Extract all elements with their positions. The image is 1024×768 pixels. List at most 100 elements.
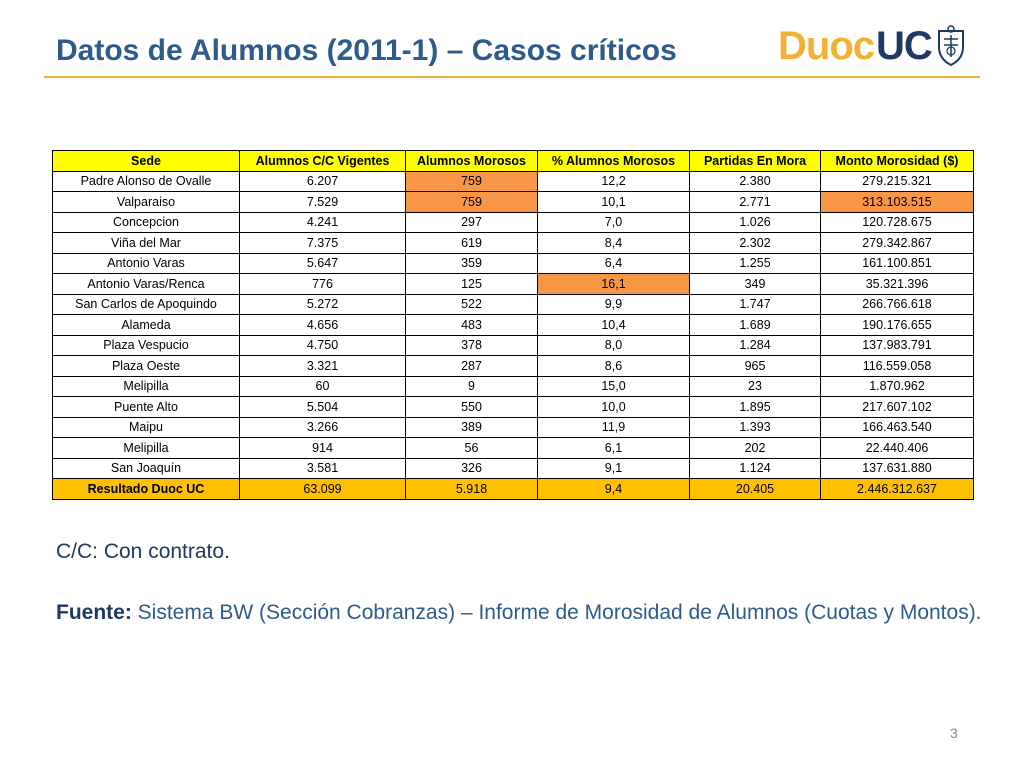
table-cell: 15,0 [537, 375, 690, 397]
table-cell: 550 [405, 396, 538, 418]
table-cell: 4.656 [239, 314, 406, 336]
table-cell: 359 [405, 252, 538, 274]
table-cell: 7,0 [537, 211, 690, 233]
table-cell: 297 [405, 211, 538, 233]
table-cell: 8,6 [537, 355, 690, 377]
table-cell: Maipu [52, 416, 240, 438]
total-row: Resultado Duoc UC 63.099 5.918 9,4 20.405 2.4… [52, 478, 974, 500]
table-cell: 266.766.618 [820, 293, 974, 315]
table-cell: 1.124 [689, 457, 821, 479]
table-cell: 10,0 [537, 396, 690, 418]
table-cell: 7.375 [239, 232, 406, 254]
table-cell: 279.342.867 [820, 232, 974, 254]
table-cell: 5.272 [239, 293, 406, 315]
table-cell: 137.631.880 [820, 457, 974, 479]
table-cell: 22.440.406 [820, 437, 974, 459]
table-cell: 12,2 [537, 170, 690, 192]
table-cell: 378 [405, 334, 538, 356]
table-cell: 2.771 [689, 191, 821, 213]
table-cell: 35.321.396 [820, 273, 974, 295]
table-row: Antonio Varas 5.647 359 6,4 1.255 161.100.851 [52, 252, 974, 274]
table-cell: 23 [689, 375, 821, 397]
table-cell: Viña del Mar [52, 232, 240, 254]
title-underline [44, 76, 980, 78]
source-text: Sistema BW (Sección Cobranzas) – Informe… [131, 601, 982, 624]
table-cell: 125 [405, 273, 538, 295]
table-cell: 6,4 [537, 252, 690, 274]
total-cell: 9,4 [537, 478, 690, 500]
table-cell: San Joaquín [52, 457, 240, 479]
table-row: Plaza Oeste 3.321 287 8,6 965 116.559.058 [52, 355, 974, 377]
table-cell: 190.176.655 [820, 314, 974, 336]
table-cell: 5.504 [239, 396, 406, 418]
morosidad-table: Sede Alumnos C/C Vigentes Alumnos Morosos%… [52, 150, 974, 500]
table-cell: 202 [689, 437, 821, 459]
table-cell: 3.266 [239, 416, 406, 438]
table-cell: Melipilla [52, 375, 240, 397]
total-cell: 63.099 [239, 478, 406, 500]
table-cell: 5.647 [239, 252, 406, 274]
table-cell: Valparaiso [52, 191, 240, 213]
column-header: Sede [52, 150, 240, 172]
table-row: Concepcion 4.241 297 7,0 1.026 120.728.675 [52, 211, 974, 233]
table-cell: 914 [239, 437, 406, 459]
total-cell: 5.918 [405, 478, 538, 500]
table-cell: Plaza Vespucio [52, 334, 240, 356]
table-cell: 56 [405, 437, 538, 459]
table-cell: 9 [405, 375, 538, 397]
table-row: Maipu 3.266 389 11,9 1.393 166.463.540 [52, 416, 974, 438]
column-header: % Alumnos Morosos [537, 150, 690, 172]
contract-note: C/C: Con contrato. [56, 540, 230, 563]
table-cell: 1.747 [689, 293, 821, 315]
table-cell: 1.284 [689, 334, 821, 356]
table-row: Plaza Vespucio 4.750 378 8,0 1.284 137.983.79… [52, 334, 974, 356]
table-cell: 1.689 [689, 314, 821, 336]
table-row: Viña del Mar 7.375 619 8,4 2.302 279.342.867 [52, 232, 974, 254]
table-header-row: Sede Alumnos C/C Vigentes Alumnos Morosos%… [52, 150, 974, 172]
table-row: Valparaiso 7.529 759 10,1 2.771 313.103.515 [52, 191, 974, 213]
table-cell: 6,1 [537, 437, 690, 459]
table-cell: 619 [405, 232, 538, 254]
table-row: Melipilla 914 56 6,1 202 22.440.406 [52, 437, 974, 459]
table-cell: 1.870.962 [820, 375, 974, 397]
crest-icon [937, 25, 964, 67]
source-label: Fuente: [56, 601, 132, 624]
column-header: Alumnos Morosos [405, 150, 538, 172]
table-cell: Padre Alonso de Ovalle [52, 170, 240, 192]
table-cell: 161.100.851 [820, 252, 974, 274]
table-cell: 137.983.791 [820, 334, 974, 356]
table-cell: 60 [239, 375, 406, 397]
table-cell: 965 [689, 355, 821, 377]
table-cell: 8,4 [537, 232, 690, 254]
table-cell: 776 [239, 273, 406, 295]
duoc-uc-logo: Duoc UC [778, 24, 966, 68]
table-cell: Plaza Oeste [52, 355, 240, 377]
table-cell: Antonio Varas/Renca [52, 273, 240, 295]
table-row: San Joaquín 3.581 326 9,1 1.124 137.631.880 [52, 457, 974, 479]
table-cell: 120.728.675 [820, 211, 974, 233]
table-cell: 2.302 [689, 232, 821, 254]
table-cell: 3.581 [239, 457, 406, 479]
total-cell: Resultado Duoc UC [52, 478, 240, 500]
table-cell: 389 [405, 416, 538, 438]
table-cell: 3.321 [239, 355, 406, 377]
table-cell: Concepcion [52, 211, 240, 233]
total-cell: 2.446.312.637 [820, 478, 974, 500]
table-cell: 9,1 [537, 457, 690, 479]
table-cell: 326 [405, 457, 538, 479]
table-row: Alameda 4.656 483 10,4 1.689 190.176.655 [52, 314, 974, 336]
table-row: San Carlos de Apoquindo 5.272 522 9,9 1.747 2… [52, 293, 974, 315]
total-cell: 20.405 [689, 478, 821, 500]
table-cell: 759 [405, 191, 538, 213]
page-number: 3 [950, 725, 958, 741]
table-cell: 279.215.321 [820, 170, 974, 192]
slide-title: Datos de Alumnos (2011-1) – Casos crític… [56, 34, 677, 67]
table-cell: 1.026 [689, 211, 821, 233]
table-cell: 10,4 [537, 314, 690, 336]
table-cell: Melipilla [52, 437, 240, 459]
table-cell: Antonio Varas [52, 252, 240, 274]
table-cell: 4.750 [239, 334, 406, 356]
table-cell: 287 [405, 355, 538, 377]
table-cell: Alameda [52, 314, 240, 336]
column-header: Partidas En Mora [689, 150, 821, 172]
